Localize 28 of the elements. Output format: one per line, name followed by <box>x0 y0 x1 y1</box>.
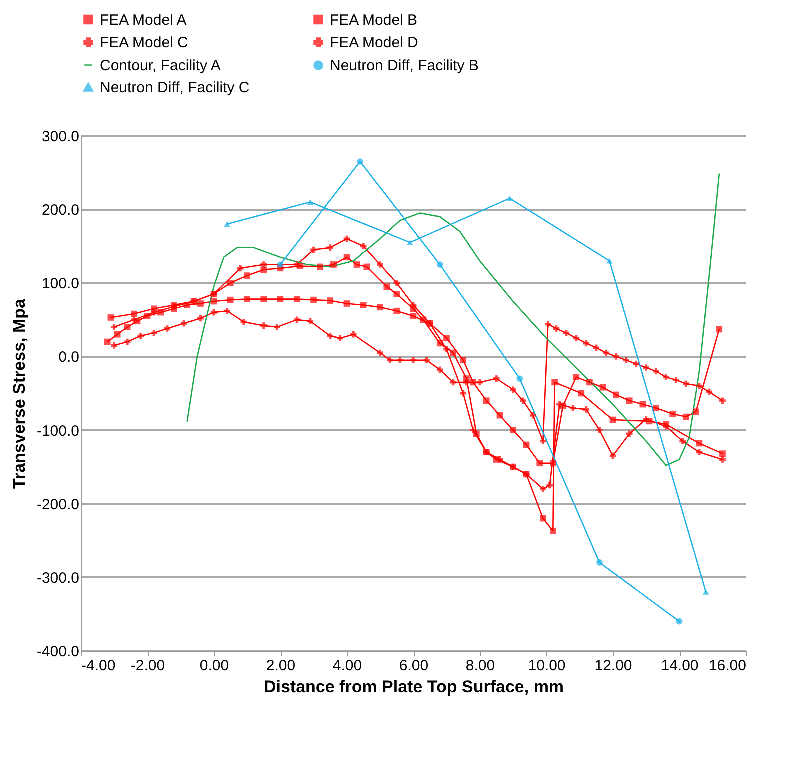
y-tick-label: 300.0 <box>42 128 80 146</box>
y-tick-label: 0.0 <box>58 349 80 366</box>
y-tick-label: -100.0 <box>36 422 80 440</box>
y-tick-label: 200.0 <box>42 202 80 220</box>
y-tick-label: -400.0 <box>36 644 80 660</box>
legend-label: Neutron Diff, Facility B <box>330 58 479 74</box>
legend-label: FEA Model B <box>330 12 418 29</box>
legend-label: FEA Model C <box>100 34 189 52</box>
legend-label: Neutron Diff, Facility C <box>100 80 250 96</box>
x-tick-label: 4.00 <box>332 658 362 674</box>
y-tick-label: -200.0 <box>36 496 80 514</box>
y-tick-label: 100.0 <box>42 276 80 293</box>
legend-label: Contour, Facility A <box>100 58 221 74</box>
y-tick-label: -300.0 <box>36 570 80 587</box>
x-tick-label: 10.00 <box>528 658 566 674</box>
legend-label: FEA Model D <box>330 34 419 52</box>
x-tick-label: 14.00 <box>661 658 699 674</box>
x-tick-label: 0.00 <box>200 658 230 674</box>
y-axis-title: Transverse Stress, Mpa <box>10 298 29 489</box>
x-tick-label: 16.00 <box>708 658 746 674</box>
x-tick-label: 6.00 <box>399 658 429 674</box>
x-axis-title: Distance from Plate Top Surface, mm <box>264 678 564 696</box>
x-tick-label: 12.00 <box>594 658 632 674</box>
x-tick-label: -2.00 <box>130 658 166 674</box>
x-tick-label: -4.00 <box>82 658 116 674</box>
x-tick-label: 8.00 <box>466 658 496 674</box>
legend-label: FEA Model A <box>100 12 187 29</box>
x-tick-label: 2.00 <box>266 658 296 674</box>
